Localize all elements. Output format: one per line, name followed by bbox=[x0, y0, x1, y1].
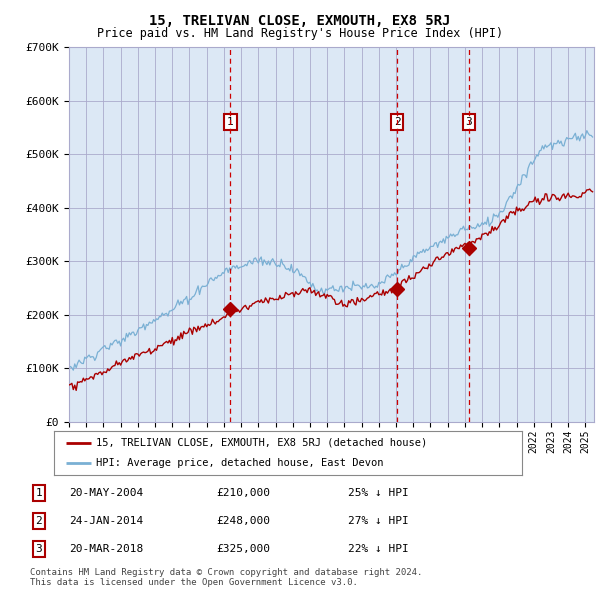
Text: 22% ↓ HPI: 22% ↓ HPI bbox=[348, 545, 409, 554]
Text: 3: 3 bbox=[35, 545, 43, 554]
Text: £325,000: £325,000 bbox=[216, 545, 270, 554]
Text: 2: 2 bbox=[394, 117, 401, 127]
Text: 25% ↓ HPI: 25% ↓ HPI bbox=[348, 488, 409, 497]
Text: Price paid vs. HM Land Registry's House Price Index (HPI): Price paid vs. HM Land Registry's House … bbox=[97, 27, 503, 40]
Text: 1: 1 bbox=[227, 117, 234, 127]
Text: 3: 3 bbox=[466, 117, 472, 127]
Text: 20-MAY-2004: 20-MAY-2004 bbox=[69, 488, 143, 497]
Text: 24-JAN-2014: 24-JAN-2014 bbox=[69, 516, 143, 526]
Text: 1: 1 bbox=[35, 488, 43, 497]
Text: 15, TRELIVAN CLOSE, EXMOUTH, EX8 5RJ: 15, TRELIVAN CLOSE, EXMOUTH, EX8 5RJ bbox=[149, 14, 451, 28]
Text: 2: 2 bbox=[35, 516, 43, 526]
Text: 15, TRELIVAN CLOSE, EXMOUTH, EX8 5RJ (detached house): 15, TRELIVAN CLOSE, EXMOUTH, EX8 5RJ (de… bbox=[96, 438, 427, 448]
Text: Contains HM Land Registry data © Crown copyright and database right 2024.
This d: Contains HM Land Registry data © Crown c… bbox=[30, 568, 422, 587]
Text: £248,000: £248,000 bbox=[216, 516, 270, 526]
Text: £210,000: £210,000 bbox=[216, 488, 270, 497]
Text: HPI: Average price, detached house, East Devon: HPI: Average price, detached house, East… bbox=[96, 458, 383, 468]
Text: 27% ↓ HPI: 27% ↓ HPI bbox=[348, 516, 409, 526]
Text: 20-MAR-2018: 20-MAR-2018 bbox=[69, 545, 143, 554]
